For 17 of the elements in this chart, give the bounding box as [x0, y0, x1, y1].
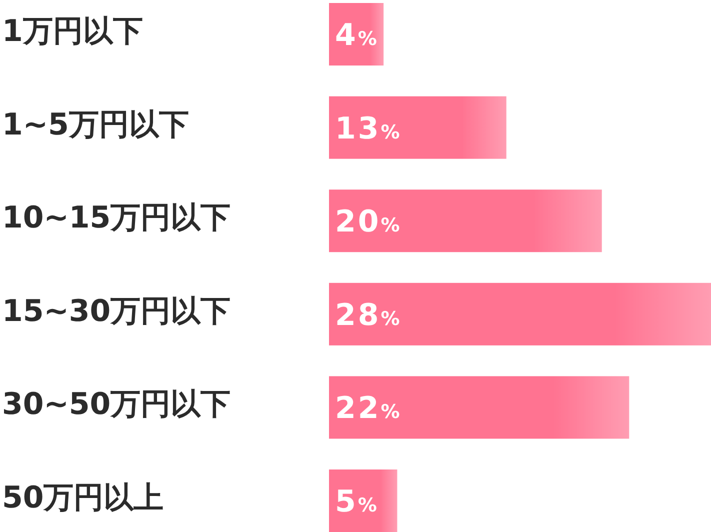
bar	[329, 282, 711, 346]
bar	[329, 190, 602, 252]
y-tick-label: 1万円以下	[2, 14, 143, 50]
data-label: 20%	[335, 204, 402, 240]
bar	[329, 469, 398, 532]
y-tick-label: 30~50万円以下	[2, 387, 231, 422]
data-label: 22%	[335, 391, 402, 426]
data-label: 13%	[335, 111, 402, 146]
bar	[329, 96, 506, 159]
data-label: 4%	[335, 18, 379, 54]
data-label: 5%	[335, 484, 379, 520]
y-tick-label: 15~30万円以下	[2, 294, 231, 329]
y-tick-label: 10~15万円以下	[2, 200, 231, 236]
y-tick-label: 1~5万円以下	[2, 107, 189, 142]
data-label: 28%	[335, 298, 402, 333]
bar	[329, 376, 630, 439]
y-tick-label: 50万円以上	[2, 480, 164, 516]
